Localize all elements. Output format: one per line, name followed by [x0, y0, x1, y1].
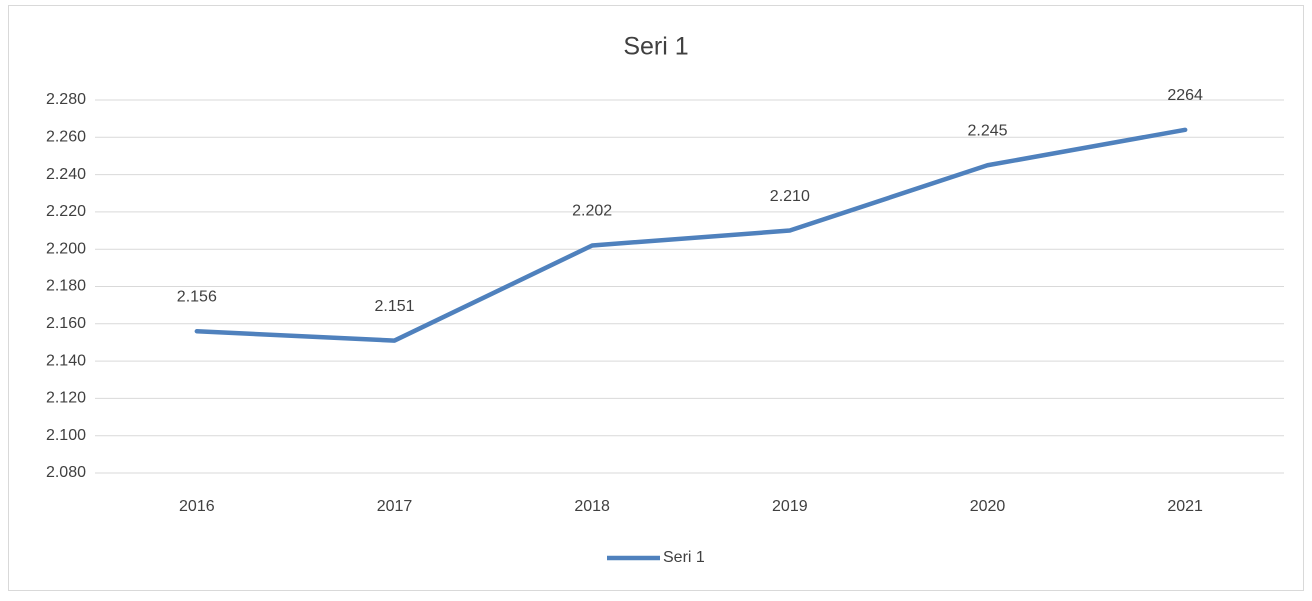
- legend-label: Seri 1: [663, 549, 705, 566]
- x-tick-label: 2021: [1167, 498, 1203, 515]
- y-tick-label: 2.120: [46, 390, 86, 407]
- y-tick-label: 2.160: [46, 315, 86, 332]
- y-tick-label: 2.180: [46, 278, 86, 295]
- x-tick-label: 2020: [970, 498, 1006, 515]
- y-tick-label: 2.100: [46, 427, 86, 444]
- y-tick-label: 2.280: [46, 91, 86, 108]
- chart-title: Seri 1: [623, 33, 688, 61]
- data-label: 2.210: [770, 188, 810, 205]
- y-tick-label: 2.240: [46, 166, 86, 183]
- y-tick-label: 2.140: [46, 352, 86, 369]
- x-tick-label: 2018: [574, 498, 610, 515]
- y-tick-label: 2.080: [46, 464, 86, 481]
- y-tick-label: 2.220: [46, 203, 86, 220]
- data-label: 2264: [1167, 87, 1203, 104]
- series-line: [194, 127, 1188, 343]
- y-tick-label: 2.260: [46, 129, 86, 146]
- chart-border: [8, 5, 1304, 591]
- x-tick-label: 2016: [179, 498, 215, 515]
- data-label: 2.245: [967, 122, 1007, 139]
- data-label: 2.202: [572, 203, 612, 220]
- data-label: 2.156: [177, 288, 217, 305]
- x-tick-label: 2017: [377, 498, 413, 515]
- data-label: 2.151: [374, 298, 414, 315]
- x-tick-label: 2019: [772, 498, 808, 515]
- y-tick-label: 2.200: [46, 240, 86, 257]
